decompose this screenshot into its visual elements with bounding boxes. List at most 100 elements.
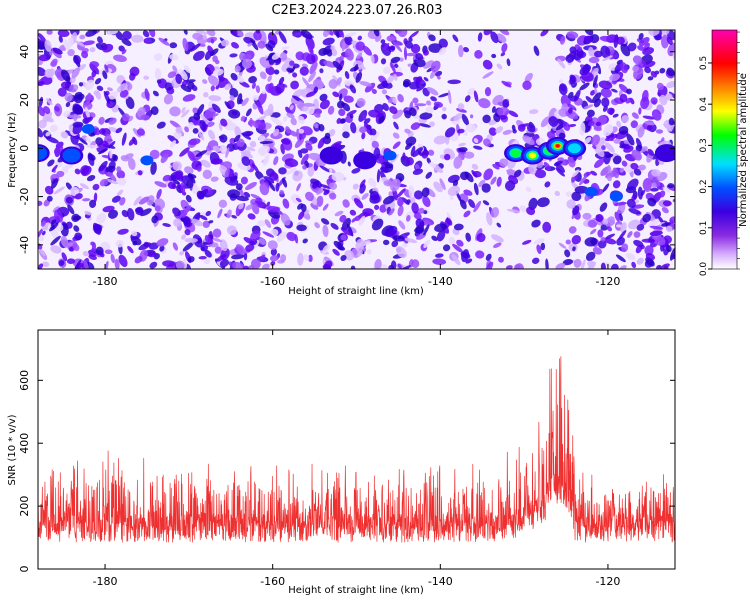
heatmap-cell <box>506 265 513 269</box>
heatmap-cell <box>414 103 427 107</box>
heatmap-cell <box>38 263 44 269</box>
heatmap-cell <box>349 209 357 216</box>
heatmap-cell <box>183 65 191 73</box>
heatmap-cell <box>298 211 305 220</box>
heatmap-cell <box>46 195 53 202</box>
heatmap-cell <box>64 92 73 102</box>
heatmap-cell <box>40 220 46 227</box>
heatmap-cell <box>182 94 196 102</box>
heatmap-cell <box>72 105 83 115</box>
heatmap-cell <box>496 107 510 117</box>
heatmap-cell <box>642 47 655 56</box>
heatmap-hotspot <box>62 148 81 163</box>
heatmap-cell <box>608 137 614 142</box>
heatmap-cell <box>73 225 80 232</box>
heatmap-cell <box>457 44 464 58</box>
heatmap-cell <box>612 167 620 179</box>
heatmap-cell <box>506 208 521 213</box>
heatmap-cell <box>555 167 565 177</box>
heatmap-cell <box>180 109 190 118</box>
heatmap-cell <box>635 244 643 254</box>
heatmap-cell <box>271 53 281 60</box>
heatmap-cell <box>74 193 83 200</box>
heatmap-cell <box>247 213 256 220</box>
heatmap-cell <box>567 103 577 111</box>
heatmap-cell <box>415 53 424 61</box>
heatmap-cell <box>275 182 280 192</box>
heatmap-cell <box>236 138 245 147</box>
heatmap-cell <box>483 168 494 181</box>
heatmap-cell <box>616 224 622 228</box>
heatmap-cell <box>249 117 254 128</box>
heatmap-cell <box>639 37 650 47</box>
heatmap-hotspots <box>38 123 675 202</box>
heatmap-cell <box>74 40 86 47</box>
heatmap-cell <box>44 185 54 195</box>
heatmap-cell <box>531 219 541 228</box>
heatmap-cell <box>664 265 669 269</box>
heatmap-cell <box>323 60 336 68</box>
heatmap-cell <box>447 79 461 85</box>
heatmap-cell <box>93 192 98 203</box>
heatmap-cell <box>46 30 53 35</box>
heatmap-cell <box>65 182 73 191</box>
heatmap-cell <box>531 257 540 264</box>
heatmap-cell <box>600 262 606 269</box>
heatmap-cell <box>57 87 67 97</box>
heatmap-cell <box>158 37 170 46</box>
heatmap-cell <box>240 115 246 122</box>
heatmap-cell <box>571 169 580 178</box>
heatmap-cell <box>44 68 54 78</box>
heatmap-cell <box>233 134 241 143</box>
heatmap-cell <box>204 150 213 156</box>
heatmap-cell <box>464 95 471 103</box>
colorbar-tick-label: 0.5 <box>699 56 709 70</box>
heatmap-y-axis: -40 -20 0 20 40 <box>18 45 675 254</box>
heatmap-cell <box>590 170 598 176</box>
heatmap-cell <box>566 199 576 209</box>
heatmap-cell <box>404 128 411 134</box>
heatmap-cell <box>117 177 127 186</box>
heatmap-y-tick-label: -40 <box>18 236 31 254</box>
colorbar-tick-label: 0.1 <box>699 221 709 235</box>
heatmap-cell <box>621 115 629 123</box>
heatmap-cell <box>229 53 238 58</box>
heatmap-cell <box>60 81 70 89</box>
heatmap-cell <box>627 42 637 52</box>
heatmap-cell <box>524 72 533 83</box>
heatmap-cell <box>506 58 511 67</box>
heatmap-cell <box>224 176 239 186</box>
heatmap-cell <box>612 180 621 189</box>
heatmap-cell <box>611 263 619 269</box>
heatmap-cell <box>258 135 266 142</box>
heatmap-cell <box>637 45 645 51</box>
heatmap-cell <box>636 223 645 231</box>
heatmap-cell <box>493 113 501 123</box>
heatmap-cell <box>97 36 103 44</box>
heatmap-y-tick-label: 0 <box>18 145 31 152</box>
heatmap-cell <box>199 215 208 221</box>
heatmap-cell <box>558 242 567 249</box>
heatmap-cell <box>187 256 195 263</box>
heatmap-cell <box>478 179 486 188</box>
heatmap-cell <box>392 40 403 46</box>
snr-x-tick-label: -180 <box>93 575 118 588</box>
snr-y-tick-label: 600 <box>18 370 31 391</box>
heatmap-cell <box>464 171 474 183</box>
heatmap-cell <box>471 170 478 178</box>
heatmap-cell <box>568 107 573 114</box>
heatmap-cell <box>423 60 435 69</box>
heatmap-cell <box>241 156 251 166</box>
heatmap-cell <box>82 40 95 46</box>
heatmap-cell <box>296 182 301 192</box>
heatmap-cell <box>383 66 391 74</box>
heatmap-cell <box>630 162 639 170</box>
heatmap-cell <box>273 69 280 75</box>
heatmap-cell <box>641 238 656 243</box>
heatmap-cell <box>484 87 492 97</box>
heatmap-cell <box>300 30 313 40</box>
heatmap-cell <box>167 71 177 79</box>
heatmap-cell <box>434 223 447 232</box>
heatmap-cell <box>588 56 600 64</box>
